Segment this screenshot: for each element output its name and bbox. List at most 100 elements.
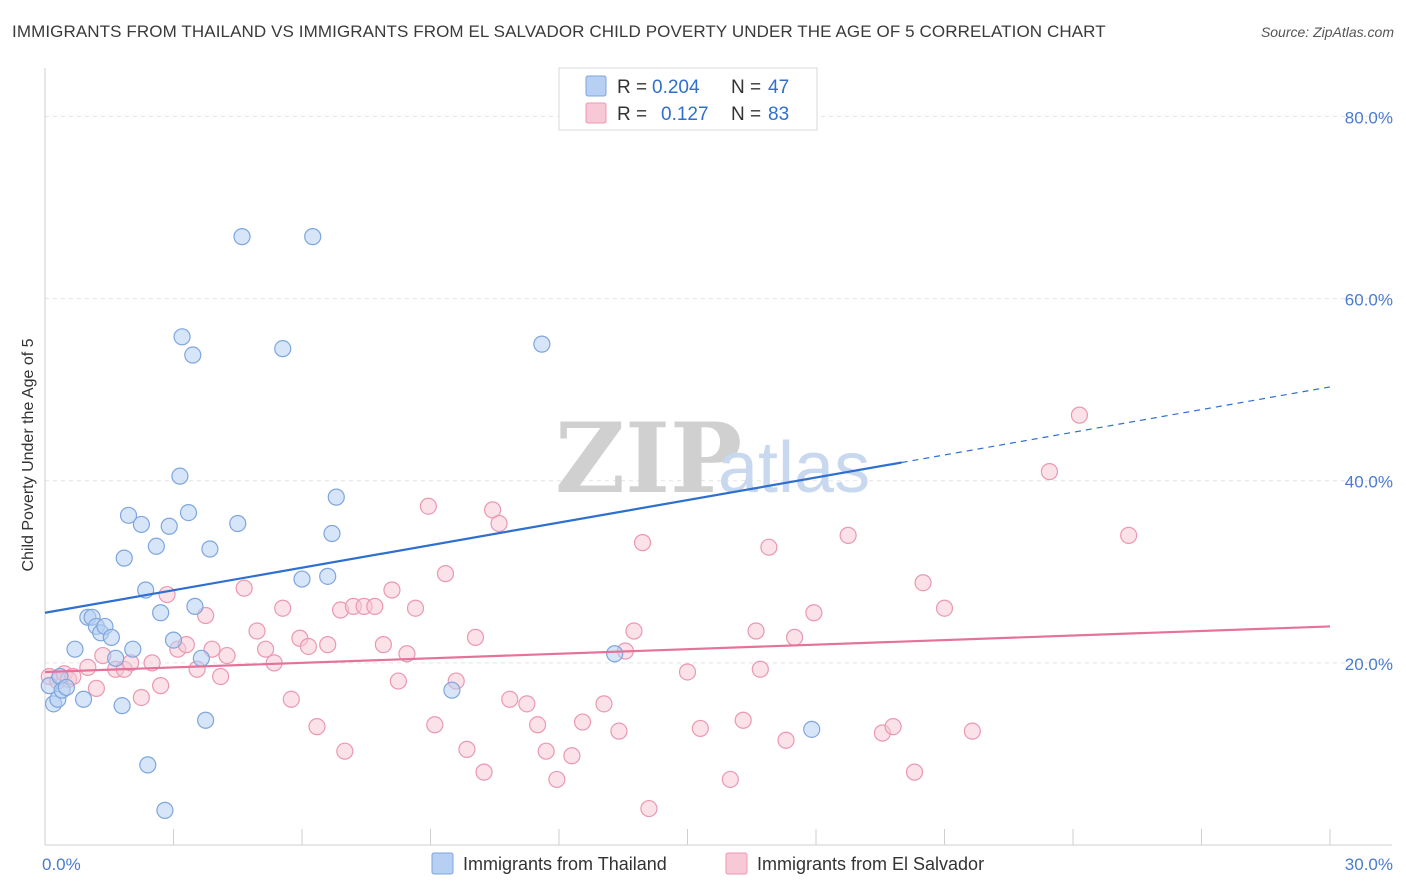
legend-el-salvador-r-label: R = (617, 104, 647, 125)
el-salvador-point (143, 654, 161, 672)
thailand-point (113, 697, 131, 715)
y-axis-label: Child Poverty Under the Age of 5 (20, 338, 37, 571)
el-salvador-point (963, 722, 981, 740)
thailand-point (74, 690, 93, 708)
chart-title: IMMIGRANTS FROM THAILAND VS IMMIGRANTS F… (12, 22, 1106, 41)
thailand-point (102, 628, 120, 646)
thailand-point (233, 228, 251, 246)
el-salvador-point (87, 679, 106, 697)
thailand-trend-line (44, 461, 902, 614)
el-salvador-point (839, 526, 857, 544)
el-salvador-point (458, 740, 476, 758)
thailand-point (304, 228, 322, 246)
el-salvador-point (1040, 463, 1059, 481)
legend-el-salvador-n-value: 83 (768, 104, 789, 125)
thailand-point (156, 801, 174, 819)
el-salvador-point (678, 663, 697, 681)
el-salvador-point (625, 622, 643, 640)
el-salvador-trend-line (44, 625, 1331, 674)
thailand-point (606, 645, 624, 663)
el-salvador-point (466, 628, 485, 646)
thailand-point (319, 567, 337, 585)
el-salvador-point (282, 690, 300, 708)
el-salvador-point (640, 799, 658, 818)
thailand-point (192, 649, 210, 667)
thailand-point (57, 678, 76, 697)
thailand-point (124, 640, 142, 658)
el-salvador-point (490, 514, 508, 533)
el-salvador-point (299, 637, 318, 656)
el-salvador-point (132, 688, 150, 707)
el-salvador-point (905, 763, 924, 781)
el-salvador-point (537, 742, 555, 760)
el-salvador-point (406, 599, 425, 617)
el-salvador-point (760, 538, 778, 556)
thailand-point (152, 604, 170, 622)
thailand-point (173, 328, 191, 346)
el-salvador-point (274, 599, 292, 617)
el-salvador-point (884, 718, 902, 736)
y-tick-label: 40.0% (1345, 473, 1393, 492)
el-salvador-point (79, 658, 97, 677)
el-salvador-point (595, 695, 613, 713)
thailand-point (139, 756, 157, 774)
el-salvador-point (256, 640, 275, 658)
y-tick-label: 20.0% (1345, 655, 1393, 674)
el-salvador-point (383, 581, 401, 599)
el-salvador-point (751, 660, 769, 678)
thailand-points (40, 228, 821, 819)
el-salvador-point (336, 742, 354, 760)
x-tick-label: 0.0% (42, 855, 81, 874)
thailand-point (179, 503, 198, 522)
thailand-point (147, 537, 165, 555)
thailand-point (201, 540, 219, 558)
legend-thailand-n-value: 47 (768, 77, 789, 98)
el-salvador-point (691, 719, 709, 738)
el-salvador-point (805, 604, 823, 622)
watermark-atlas: atlas (718, 428, 870, 508)
el-salvador-point (747, 622, 765, 640)
y-tick-label: 80.0% (1345, 108, 1393, 127)
thailand-point (323, 524, 341, 543)
el-salvador-point (366, 597, 384, 615)
bottom-legend-thailand-label: Immigrants from Thailand (463, 854, 667, 874)
el-salvador-point (374, 636, 392, 654)
el-salvador-point (248, 622, 266, 640)
thailand-point (803, 720, 821, 738)
thailand-point (171, 467, 189, 485)
thailand-point (119, 506, 138, 524)
el-salvador-point (785, 628, 804, 646)
el-salvador-point (1070, 406, 1089, 424)
el-salvador-point (528, 716, 547, 734)
legend-thailand-r-value: 0.204 (652, 77, 700, 98)
bottom-legend-el-salvador-swatch (725, 852, 748, 875)
el-salvador-point (721, 770, 739, 789)
el-salvador-point (212, 667, 230, 686)
thailand-point (274, 340, 292, 358)
el-salvador-point (518, 695, 536, 713)
legend-thailand-n-label: N = (731, 77, 761, 98)
thailand-point (229, 514, 247, 533)
tick-labels: 20.0% 40.0% 60.0% 80.0% 0.0% 30.0% (42, 108, 1393, 874)
el-salvador-point (308, 718, 326, 736)
legend-thailand-r-label: R = (617, 77, 647, 98)
bottom-legend: Immigrants from Thailand Immigrants from… (431, 852, 984, 875)
legend-el-salvador-r-value: 0.127 (661, 104, 709, 125)
el-salvador-point (389, 672, 407, 690)
el-salvador-point (419, 497, 437, 515)
el-salvador-point (319, 636, 337, 654)
el-salvador-point (501, 690, 519, 708)
el-salvador-point (1120, 526, 1138, 544)
x-tick-label: 30.0% (1345, 855, 1393, 874)
thailand-point (164, 631, 183, 649)
el-salvador-point (734, 711, 752, 729)
legend-thailand-swatch (585, 75, 607, 97)
el-salvador-point (436, 565, 455, 583)
el-salvador-point (398, 645, 416, 663)
thailand-point (107, 649, 125, 667)
thailand-trend-extension (901, 386, 1331, 464)
el-salvador-point (218, 646, 236, 665)
thailand-point (160, 517, 178, 535)
thailand-point (443, 681, 461, 699)
